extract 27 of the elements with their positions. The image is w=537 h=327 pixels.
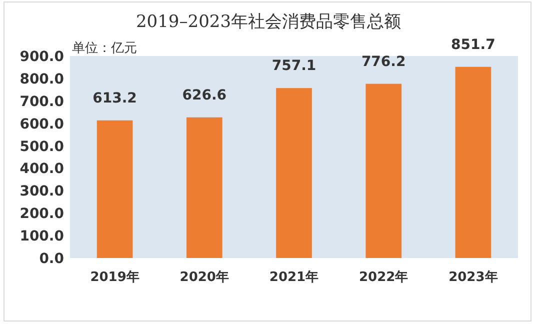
y-tick-label: 500.0 <box>20 138 64 155</box>
x-tick-label: 2019年 <box>90 270 140 285</box>
bar <box>96 120 133 258</box>
y-tick-label: 600.0 <box>20 116 64 132</box>
data-label: 776.2 <box>361 54 406 70</box>
y-tick-label: 300.0 <box>20 184 64 200</box>
x-tick-label: 2021年 <box>269 270 319 285</box>
bar <box>455 66 492 258</box>
y-tick-label: 700.0 <box>20 94 64 110</box>
x-tick-label: 2020年 <box>180 270 229 285</box>
chart-title: 2019–2023年社会消费品零售总额 <box>136 12 402 32</box>
data-label: 613.2 <box>92 90 137 106</box>
data-label: 851.7 <box>451 36 496 53</box>
y-tick-label: 0.0 <box>39 251 64 267</box>
x-tick-label: 2022年 <box>359 270 408 285</box>
y-tick-label: 200.0 <box>20 206 64 222</box>
bar <box>186 117 222 258</box>
x-tick-label: 2023年 <box>448 270 498 285</box>
annotation: 单位：亿元 <box>72 41 137 56</box>
bar <box>366 84 402 258</box>
y-tick-label: 400.0 <box>20 161 64 178</box>
y-tick-label: 100.0 <box>20 228 64 245</box>
data-label: 626.6 <box>182 87 227 104</box>
y-tick-label: 800.0 <box>20 71 64 88</box>
bar <box>276 88 312 258</box>
y-tick-label: 900.0 <box>20 49 64 65</box>
data-label: 757.1 <box>272 58 316 74</box>
